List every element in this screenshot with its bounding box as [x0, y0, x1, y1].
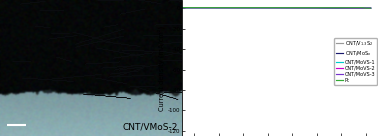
Y-axis label: Current density (mA/cm²): Current density (mA/cm²)	[158, 25, 165, 111]
CNT/MoVS-3	[364, 7, 368, 9]
CNT/MoVS-2	[289, 7, 294, 8]
CNT/MoS$_x$	[300, 7, 304, 8]
CNT/MoVS-1	[369, 7, 373, 9]
Text: CNT/VMoS-2: CNT/VMoS-2	[122, 123, 178, 132]
Pt	[369, 7, 373, 9]
CNT/MoVS-1	[191, 7, 195, 8]
CNT/MoVS-3	[191, 7, 195, 8]
CNT/MoS$_x$	[191, 7, 195, 8]
CNT/MoVS-1	[342, 7, 347, 9]
CNT/MoVS-3	[323, 7, 327, 8]
CNT/MoVS-2	[191, 7, 195, 8]
Pt	[289, 7, 294, 8]
CNT/MoVS-1	[364, 7, 368, 9]
CNT/MoVS-1	[323, 7, 327, 8]
Pt	[323, 7, 327, 8]
CNT/MoS$_x$	[364, 7, 368, 9]
Pt	[180, 7, 184, 8]
CNT/MoVS-2	[364, 7, 368, 9]
CNT/MoVS-2	[180, 7, 184, 8]
CNT/MoS$_x$	[342, 7, 347, 9]
Pt	[191, 7, 195, 8]
CNT/MoS$_x$	[180, 7, 184, 8]
CNT/MoVS-2	[300, 7, 304, 8]
CNT/MoVS-2	[369, 7, 373, 9]
CNT/MoVS-3	[300, 7, 304, 8]
CNT/MoVS-1	[180, 7, 184, 8]
CNT/MoVS-1	[289, 7, 294, 8]
CNT/MoVS-2	[342, 7, 347, 9]
Pt	[364, 7, 368, 9]
Pt	[342, 7, 347, 8]
CNT/MoS$_x$	[294, 7, 299, 8]
CNT/V$_{1.3}$S$_2$	[289, 7, 294, 9]
CNT/MoVS-3	[180, 7, 184, 8]
CNT/MoVS-1	[300, 7, 304, 8]
CNT/MoVS-3	[342, 7, 347, 9]
CNT/V$_{1.3}$S$_2$	[300, 7, 304, 9]
CNT/MoVS-3	[294, 7, 299, 8]
CNT/V$_{1.3}$S$_2$	[294, 7, 299, 9]
CNT/V$_{1.3}$S$_2$	[364, 7, 368, 9]
CNT/V$_{1.3}$S$_2$	[191, 7, 195, 8]
CNT/V$_{1.3}$S$_2$	[342, 7, 347, 9]
CNT/MoS$_x$	[369, 7, 373, 9]
CNT/MoVS-2	[323, 7, 327, 8]
CNT/V$_{1.3}$S$_2$	[369, 7, 373, 9]
Pt	[294, 7, 299, 8]
CNT/MoVS-3	[369, 7, 373, 9]
CNT/MoVS-3	[289, 7, 294, 8]
CNT/MoVS-2	[294, 7, 299, 8]
Pt	[300, 7, 304, 8]
Legend: CNT/V$_{1.3}$S$_2$, CNT/MoS$_x$, CNT/MoVS-1, CNT/MoVS-2, CNT/MoVS-3, Pt: CNT/V$_{1.3}$S$_2$, CNT/MoS$_x$, CNT/MoV…	[334, 38, 377, 85]
CNT/MoS$_x$	[289, 7, 294, 8]
CNT/MoS$_x$	[323, 7, 327, 9]
CNT/V$_{1.3}$S$_2$	[323, 7, 327, 9]
CNT/MoVS-1	[294, 7, 299, 8]
CNT/V$_{1.3}$S$_2$	[180, 7, 184, 8]
